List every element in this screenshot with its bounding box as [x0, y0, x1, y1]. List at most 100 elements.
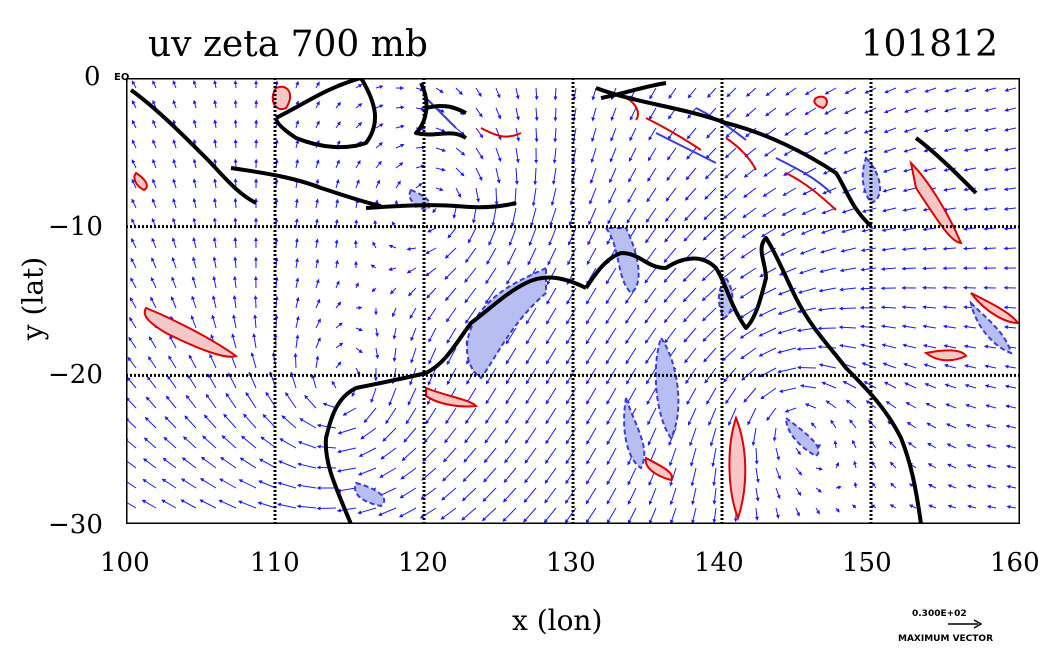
wind-vector [435, 167, 446, 172]
wind-vector [669, 487, 677, 506]
wind-vector [171, 237, 177, 249]
wind-vector [408, 287, 417, 297]
wind-vector [385, 407, 397, 425]
wind-vector [445, 287, 457, 302]
wind-vector [322, 402, 337, 409]
wind-vector [586, 407, 597, 425]
wind-vector [545, 427, 557, 445]
wind-vector [586, 387, 597, 405]
wind-vector [626, 207, 637, 224]
wind-vector [182, 436, 197, 449]
wind-vector [565, 347, 577, 365]
wind-vector [888, 441, 897, 449]
wind-vector [758, 307, 777, 317]
wind-vector [745, 87, 757, 97]
wind-vector [648, 127, 657, 141]
wind-vector [355, 179, 360, 189]
wind-vector [962, 246, 977, 251]
wind-vector [606, 387, 617, 405]
wind-vector [546, 287, 557, 305]
wind-vector [865, 400, 877, 409]
wind-vector [212, 256, 217, 269]
wind-vector [475, 107, 483, 118]
wind-vector [648, 487, 657, 506]
wind-vector [128, 336, 137, 349]
wind-vector [547, 247, 557, 266]
wind-vector [192, 99, 197, 109]
wind-vector [192, 256, 197, 269]
wind-vector [963, 147, 977, 152]
wind-vector [881, 247, 897, 252]
wind-vector [704, 167, 717, 180]
wind-vector [258, 458, 277, 469]
wind-vector [443, 447, 457, 463]
wind-vector [294, 218, 299, 229]
wind-vector [606, 427, 617, 446]
wind-vector [628, 147, 637, 162]
wind-vector [810, 422, 817, 429]
wind-vector [739, 307, 757, 319]
wind-vector [131, 80, 137, 89]
wind-vector [755, 467, 760, 484]
wind-vector [202, 435, 217, 449]
wind-vector [161, 478, 177, 489]
wind-vector [167, 375, 177, 389]
wind-vector [225, 392, 237, 409]
wind-vector [646, 387, 657, 405]
wind-vector [552, 147, 557, 164]
wind-vector [315, 337, 321, 349]
wind-vector [528, 227, 537, 247]
wind-vector [683, 327, 697, 343]
wind-vector [883, 147, 897, 154]
wind-vector [314, 238, 319, 249]
wind-vector [754, 507, 759, 521]
wind-vector [415, 106, 425, 111]
wind-vector [880, 305, 897, 310]
x-tick-1: 110 [250, 548, 300, 578]
wind-vector [609, 147, 617, 163]
wind-vector [924, 382, 937, 389]
wind-vector [403, 427, 417, 443]
wind-vector [739, 267, 757, 279]
wind-vector [689, 447, 697, 467]
wind-vector [131, 237, 137, 249]
wind-vector [723, 367, 737, 383]
wind-vector [802, 187, 817, 195]
wind-vector [279, 438, 297, 449]
wind-vector [425, 407, 437, 425]
wind-vector [1003, 187, 1017, 192]
wind-vector [218, 499, 237, 509]
wind-vector [395, 124, 405, 129]
wind-vector [824, 107, 837, 115]
x-axis-label: x (lon) [512, 604, 603, 637]
wind-vector [406, 246, 417, 251]
wind-vector [199, 478, 217, 489]
wind-vector [928, 484, 937, 489]
wind-vector [946, 443, 957, 449]
wind-vector [485, 387, 497, 405]
wind-vector [315, 159, 320, 169]
wind-vector [664, 327, 677, 344]
wind-vector [682, 287, 697, 303]
wind-vector [983, 147, 997, 152]
wind-vector [861, 207, 877, 213]
wind-vector [647, 427, 657, 446]
wind-vector [295, 139, 300, 149]
wind-vector [295, 277, 300, 289]
wind-vector [565, 427, 577, 445]
wind-vector [464, 427, 477, 444]
wind-vector [297, 440, 317, 449]
wind-vector [219, 478, 237, 489]
wind-vector [817, 326, 837, 331]
wind-vector [294, 198, 299, 209]
wind-vector [842, 381, 857, 389]
wind-vector [295, 296, 300, 309]
wind-vector [644, 267, 657, 284]
wind-vector [665, 187, 677, 202]
wind-vector [607, 207, 617, 225]
wind-vector [207, 373, 217, 389]
wind-vector [126, 479, 137, 489]
wind-vector [882, 167, 897, 173]
wind-vector [777, 367, 797, 374]
wind-vector [838, 325, 857, 330]
